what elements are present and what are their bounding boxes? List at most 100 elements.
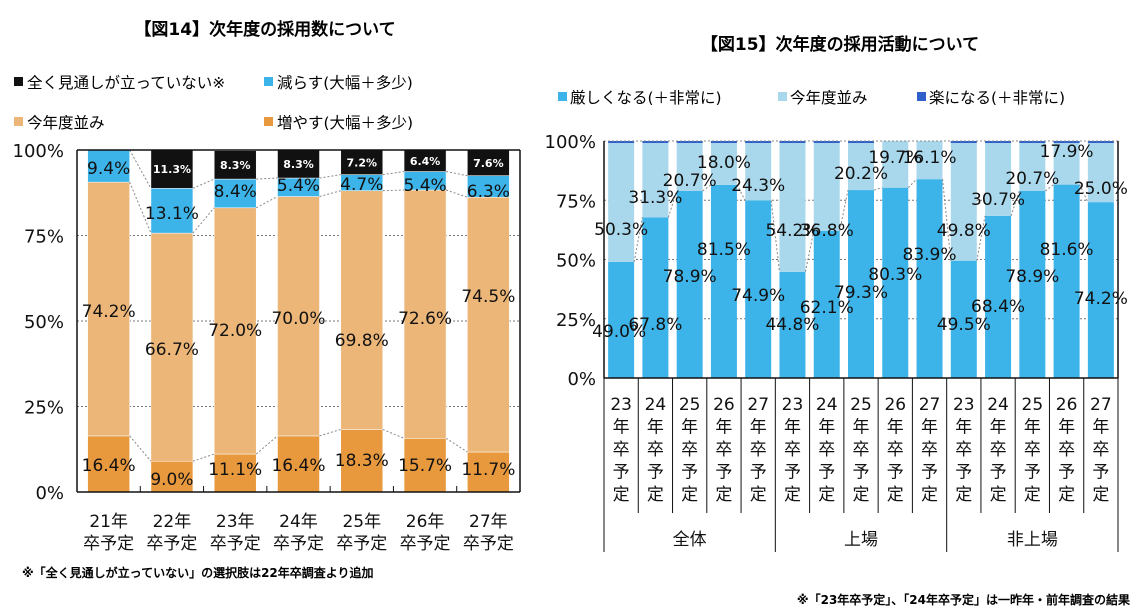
x-tick-label: 24: [645, 395, 667, 415]
legend-swatch: [778, 92, 787, 101]
x-tick-label: 予: [681, 463, 698, 483]
x-tick-label: 予: [750, 463, 767, 483]
data-label: 74.5%: [461, 287, 515, 307]
bar-segment: [1019, 141, 1046, 192]
bar-segment: [985, 141, 1012, 143]
bar-segment: [916, 179, 943, 378]
x-tick-label: 卒: [681, 440, 698, 460]
data-label: 6.4%: [410, 155, 441, 168]
bar-segment: [87, 149, 130, 183]
bar-segment: [985, 141, 1012, 216]
legend-label: 増やす(大幅＋多少): [277, 114, 413, 132]
x-tick-label: 予: [955, 463, 972, 483]
data-label: 74.2%: [82, 302, 136, 322]
bar-segment: [213, 150, 257, 180]
series-line: [129, 149, 152, 189]
x-tick-label: 予: [647, 463, 664, 483]
data-label: 31.3%: [628, 188, 682, 208]
series-line: [445, 437, 468, 453]
x-tick-label: 予: [887, 463, 904, 483]
data-label: 36.8%: [800, 221, 854, 241]
data-label: 7.6%: [473, 157, 504, 170]
x-tick-label: 23年: [216, 512, 255, 532]
x-tick-label: 年: [681, 418, 698, 438]
y-tick-label: 75%: [24, 227, 64, 248]
x-tick-label: 年: [647, 418, 664, 438]
bar-segment: [340, 429, 384, 493]
x-tick-label: 卒: [1058, 440, 1075, 460]
x-tick-label: 卒: [784, 440, 801, 460]
legend-label: 全く見通しが立っていない※: [27, 74, 225, 92]
x-tick-label: 25: [679, 395, 701, 415]
series-line: [873, 187, 883, 191]
data-label: 49.5%: [937, 315, 991, 335]
bar-segment: [277, 196, 320, 437]
data-label: 20.7%: [1005, 169, 1059, 189]
data-label: 16.4%: [271, 456, 325, 476]
group-label: 全体: [673, 530, 707, 550]
x-tick-label: 卒: [715, 440, 732, 460]
x-tick-label: 定: [613, 485, 630, 505]
x-tick-label: 年: [921, 418, 938, 438]
series-line: [633, 217, 643, 262]
data-label: 18.0%: [697, 153, 751, 173]
series-line: [736, 184, 746, 201]
x-tick-label: 年: [784, 418, 801, 438]
x-tick-label: 24: [816, 395, 838, 415]
x-tick-label: 21年: [89, 512, 128, 532]
x-tick-label: 年: [853, 418, 870, 438]
legend-label: 今年度並み: [790, 89, 868, 107]
data-label: 9.4%: [87, 159, 130, 179]
x-tick-label: 予: [1058, 463, 1075, 483]
data-label: 74.2%: [1074, 289, 1128, 309]
bar-segment: [916, 141, 943, 180]
series-line: [907, 178, 917, 189]
series-line: [129, 181, 152, 234]
bar-segment: [1087, 202, 1114, 378]
data-label: 49.0%: [592, 322, 646, 342]
y-tick-label: 0%: [35, 483, 64, 504]
y-tick-label: 25%: [24, 398, 64, 419]
chart-title: 【図15】次年度の採用活動について: [701, 34, 979, 55]
series-line: [256, 177, 278, 180]
data-label: 67.8%: [628, 315, 682, 335]
data-label: 18.3%: [335, 451, 389, 471]
x-tick-label: 23: [610, 395, 632, 415]
bar-segment: [950, 141, 977, 143]
data-label: 83.9%: [903, 245, 957, 265]
x-tick-label: 定: [647, 485, 664, 505]
bar-segment: [340, 190, 384, 430]
x-tick-label: 22年: [153, 512, 192, 532]
x-tick-label: 26: [713, 395, 735, 415]
series-line: [667, 190, 678, 218]
y-tick-label: 100%: [545, 132, 596, 153]
series-line: [942, 179, 952, 261]
bar-segment: [745, 141, 772, 201]
x-tick-label: 定: [715, 485, 732, 505]
bar-segment: [813, 141, 840, 231]
x-tick-label: 定: [853, 485, 870, 505]
y-tick-label: 50%: [556, 251, 596, 272]
data-label: 4.7%: [340, 175, 383, 195]
x-tick-label: 27年: [469, 512, 508, 532]
x-tick-label: 卒: [990, 440, 1007, 460]
bar-segment: [985, 215, 1012, 378]
series-line: [1010, 190, 1020, 217]
x-tick-label: 卒: [1092, 440, 1109, 460]
bar-segment: [467, 149, 510, 176]
x-tick-label: 予: [1024, 463, 1041, 483]
series-line: [192, 207, 215, 234]
data-label: 80.3%: [868, 265, 922, 285]
x-tick-label: 定: [990, 485, 1007, 505]
x-tick-label: 卒: [887, 440, 904, 460]
x-tick-label: 25: [850, 395, 872, 415]
bar-segment: [150, 149, 194, 189]
data-label: 15.7%: [398, 456, 452, 476]
x-tick-label: 予: [990, 463, 1007, 483]
data-label: 6.3%: [467, 182, 510, 202]
data-label: 50.3%: [594, 220, 648, 240]
data-label: 5.4%: [403, 176, 446, 196]
x-tick-label: 23: [782, 395, 804, 415]
